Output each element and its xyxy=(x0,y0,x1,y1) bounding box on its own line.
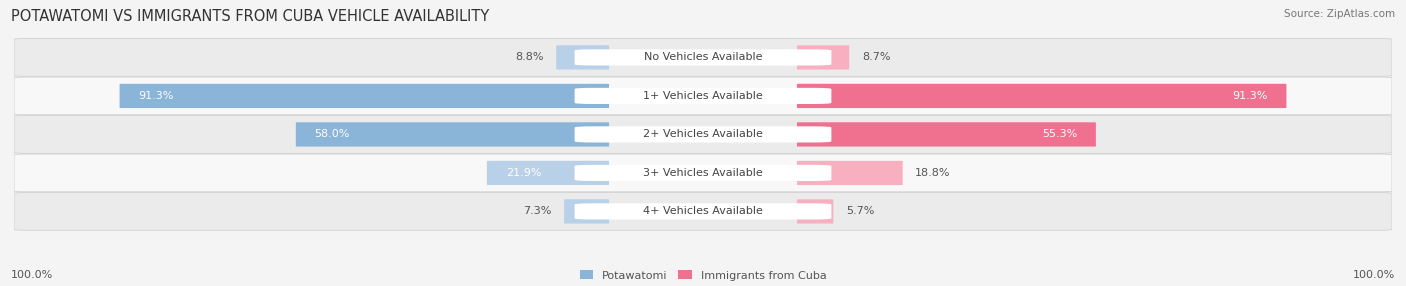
Text: 55.3%: 55.3% xyxy=(1042,130,1077,139)
Text: 8.7%: 8.7% xyxy=(862,52,890,62)
FancyBboxPatch shape xyxy=(120,84,609,108)
FancyBboxPatch shape xyxy=(14,77,1392,115)
Text: 18.8%: 18.8% xyxy=(915,168,950,178)
FancyBboxPatch shape xyxy=(564,199,609,224)
Text: 3+ Vehicles Available: 3+ Vehicles Available xyxy=(643,168,763,178)
Text: 58.0%: 58.0% xyxy=(315,130,350,139)
FancyBboxPatch shape xyxy=(14,116,1392,153)
Text: 5.7%: 5.7% xyxy=(846,206,875,217)
Text: POTAWATOMI VS IMMIGRANTS FROM CUBA VEHICLE AVAILABILITY: POTAWATOMI VS IMMIGRANTS FROM CUBA VEHIC… xyxy=(11,9,489,23)
FancyBboxPatch shape xyxy=(14,192,1392,230)
Text: 21.9%: 21.9% xyxy=(506,168,541,178)
FancyBboxPatch shape xyxy=(797,122,1095,146)
FancyBboxPatch shape xyxy=(486,161,609,185)
Text: 8.8%: 8.8% xyxy=(515,52,544,62)
FancyBboxPatch shape xyxy=(575,126,831,142)
FancyBboxPatch shape xyxy=(575,88,831,104)
FancyBboxPatch shape xyxy=(575,165,831,181)
Text: 100.0%: 100.0% xyxy=(11,270,53,280)
Text: 1+ Vehicles Available: 1+ Vehicles Available xyxy=(643,91,763,101)
Text: 4+ Vehicles Available: 4+ Vehicles Available xyxy=(643,206,763,217)
Text: Source: ZipAtlas.com: Source: ZipAtlas.com xyxy=(1284,9,1395,19)
FancyBboxPatch shape xyxy=(797,45,849,69)
FancyBboxPatch shape xyxy=(575,49,831,65)
FancyBboxPatch shape xyxy=(575,203,831,220)
FancyBboxPatch shape xyxy=(797,161,903,185)
FancyBboxPatch shape xyxy=(295,122,609,146)
FancyBboxPatch shape xyxy=(14,39,1392,76)
FancyBboxPatch shape xyxy=(557,45,609,69)
Text: 91.3%: 91.3% xyxy=(1232,91,1268,101)
Legend: Potawatomi, Immigrants from Cuba: Potawatomi, Immigrants from Cuba xyxy=(575,266,831,285)
Text: 100.0%: 100.0% xyxy=(1353,270,1395,280)
Text: 7.3%: 7.3% xyxy=(523,206,551,217)
FancyBboxPatch shape xyxy=(797,84,1286,108)
Text: 91.3%: 91.3% xyxy=(138,91,174,101)
Text: No Vehicles Available: No Vehicles Available xyxy=(644,52,762,62)
FancyBboxPatch shape xyxy=(14,154,1392,192)
Text: 2+ Vehicles Available: 2+ Vehicles Available xyxy=(643,130,763,139)
FancyBboxPatch shape xyxy=(797,199,834,224)
